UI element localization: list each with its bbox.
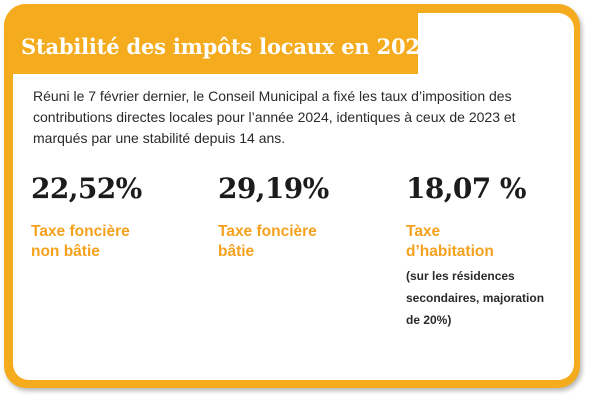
stat-label: Taxe foncière bâtie [218,222,388,262]
stat-label-line: Taxe foncière [218,223,317,240]
intro-paragraph: Réuni le 7 février dernier, le Conseil M… [33,88,516,146]
info-card: Stabilité des impôts locaux en 2024 Réun… [4,4,580,388]
stat-label: Taxe foncière non bâtie [31,222,201,262]
stat-value: 18,07 % [406,172,526,205]
stat-note: (sur les résidences secondaires, majorat… [406,269,545,327]
title-banner: Stabilité des impôts locaux en 2024 [4,4,434,74]
stat-label-line: non bâtie [31,243,100,260]
stat-value: 22,52% [31,172,142,205]
page-title: Stabilité des impôts locaux en 2024 [21,34,435,59]
stat-value: 29,19% [218,172,329,205]
stat-label-line: bâtie [218,243,255,260]
stat-label-line: d’habitation [406,243,494,260]
stat-taxe-fonciere-batie: 29,19% Taxe foncière bâtie [218,172,388,262]
stat-taxe-fonciere-non-batie: 22,52% Taxe foncière non bâtie [31,172,201,262]
stat-label: Taxe d’habitation [406,222,576,262]
stat-label-line: Taxe foncière [31,223,130,240]
card-body [13,68,574,380]
stat-taxe-habitation: 18,07 % Taxe d’habitation (sur les résid… [406,172,576,331]
stat-label-line: Taxe [406,223,441,240]
